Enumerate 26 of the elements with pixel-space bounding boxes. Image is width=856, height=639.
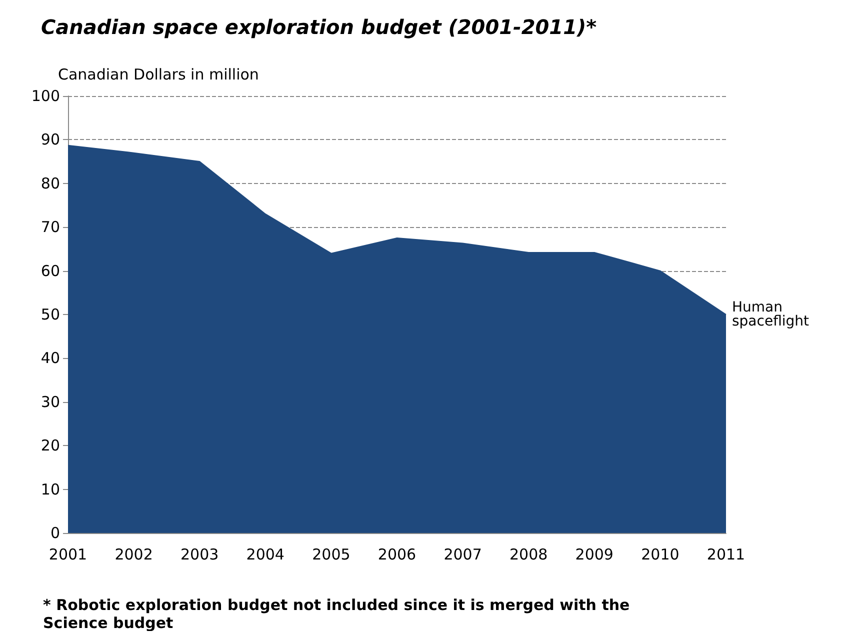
y-tick-label: 70: [40, 218, 60, 236]
x-tick-label: 2007: [444, 546, 482, 564]
x-tick-label: 2001: [48, 546, 88, 564]
x-tick-label: 2005: [312, 546, 350, 564]
x-tick-label: 2009: [575, 546, 614, 564]
x-tick-label: 2002: [114, 546, 153, 564]
y-tick-label: 60: [40, 262, 60, 280]
y-tick-label: 40: [40, 349, 60, 368]
chart-title: Canadian space exploration budget (2001-2011)*: [41, 15, 598, 39]
y-tick-label: 50: [40, 306, 60, 324]
y-tick-label: 20: [40, 436, 60, 455]
x-tick-label: 2011: [706, 546, 746, 564]
text: * Robotic exploration budget not included since it is merged with the Science budget: [43, 596, 635, 632]
x-tick-label: 2004: [246, 546, 284, 564]
x-tick-label: 2003: [180, 546, 219, 564]
x-tick-label: 2006: [378, 546, 416, 564]
y-tick-label: 10: [40, 480, 60, 498]
y-tick-label: 30: [40, 392, 60, 411]
x-tick-label: 2008: [510, 546, 548, 564]
y-tick-label: 90: [40, 130, 60, 149]
series-label: Human spaceflight: [732, 300, 810, 330]
y-tick-label: 0: [50, 524, 60, 542]
y-tick-label: 100: [31, 87, 60, 105]
y-axis-title: Canadian Dollars in million: [58, 66, 259, 84]
y-tick-label: 80: [40, 174, 60, 192]
x-tick-label: 2010: [641, 546, 680, 564]
